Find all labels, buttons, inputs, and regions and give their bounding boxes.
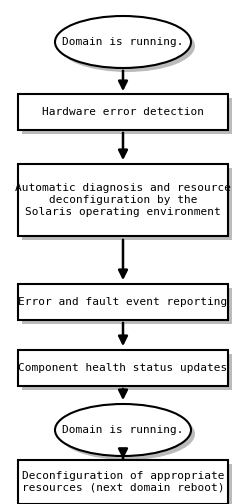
FancyBboxPatch shape (18, 164, 228, 236)
Ellipse shape (59, 20, 195, 72)
FancyBboxPatch shape (18, 460, 228, 504)
Text: Domain is running.: Domain is running. (62, 37, 184, 47)
FancyBboxPatch shape (22, 98, 232, 134)
Text: Automatic diagnosis and resource
deconfiguration by the
Solaris operating enviro: Automatic diagnosis and resource deconfi… (15, 183, 231, 217)
Ellipse shape (59, 408, 195, 460)
Ellipse shape (55, 16, 191, 68)
Text: Error and fault event reporting: Error and fault event reporting (18, 297, 228, 307)
FancyBboxPatch shape (22, 168, 232, 240)
Text: Deconfiguration of appropriate
resources (next domain reboot): Deconfiguration of appropriate resources… (22, 471, 224, 493)
FancyBboxPatch shape (22, 354, 232, 390)
FancyBboxPatch shape (22, 288, 232, 324)
FancyBboxPatch shape (18, 94, 228, 130)
Text: Domain is running.: Domain is running. (62, 425, 184, 435)
Ellipse shape (55, 404, 191, 456)
FancyBboxPatch shape (22, 464, 232, 504)
FancyBboxPatch shape (18, 284, 228, 320)
Text: Component health status updates: Component health status updates (18, 363, 228, 373)
FancyBboxPatch shape (18, 350, 228, 386)
Text: Hardware error detection: Hardware error detection (42, 107, 204, 117)
